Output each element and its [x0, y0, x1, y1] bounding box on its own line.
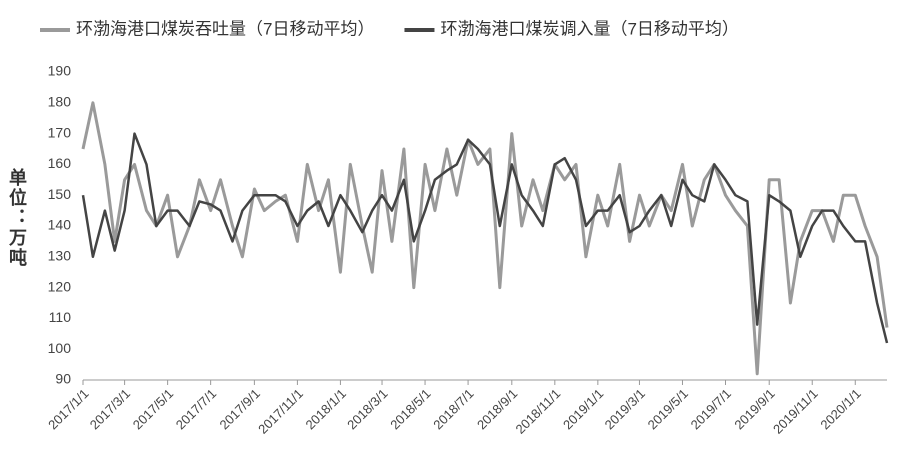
- x-tick-label: 2018/7/1: [430, 386, 476, 432]
- y-tick-label: 190: [48, 63, 72, 79]
- x-tick-label: 2019/7/1: [688, 386, 734, 432]
- y-tick-label: 180: [48, 94, 72, 110]
- y-tick-label: 90: [55, 371, 71, 387]
- legend-label: 环渤海港口煤炭吞吐量（7日移动平均）: [76, 19, 374, 38]
- x-tick-label: 2018/11/1: [513, 386, 564, 437]
- x-tick-label: 2017/5/1: [130, 386, 176, 432]
- x-tick-label: 2019/11/1: [770, 386, 821, 437]
- y-tick-label: 160: [48, 155, 72, 171]
- y-tick-label: 170: [48, 124, 72, 140]
- y-tick-label: 100: [48, 340, 72, 356]
- y-tick-label: 130: [48, 248, 72, 264]
- y-axis-label: 单位：万吨: [7, 168, 27, 268]
- x-tick-label: 2018/5/1: [387, 386, 433, 432]
- x-tick-label: 2017/3/1: [87, 386, 133, 432]
- x-tick-label: 2017/1/1: [45, 386, 91, 432]
- x-tick-label: 2019/3/1: [602, 386, 648, 432]
- x-tick-label: 2018/1/1: [303, 386, 349, 432]
- x-tick-label: 2018/3/1: [344, 386, 390, 432]
- y-tick-label: 120: [48, 278, 72, 294]
- y-tick-label: 110: [49, 309, 72, 325]
- y-tick-label: 150: [48, 186, 72, 202]
- series-line: [81, 132, 889, 344]
- x-tick-label: 2020/1/1: [817, 386, 863, 432]
- legend-label: 环渤海港口煤炭调入量（7日移动平均）: [440, 19, 738, 38]
- x-tick-label: 2017/11/1: [255, 386, 306, 437]
- x-tick-label: 2019/1/1: [560, 386, 606, 432]
- y-tick-label: 140: [48, 217, 72, 233]
- x-tick-label: 2019/5/1: [645, 386, 691, 432]
- x-tick-label: 2017/7/1: [173, 386, 219, 432]
